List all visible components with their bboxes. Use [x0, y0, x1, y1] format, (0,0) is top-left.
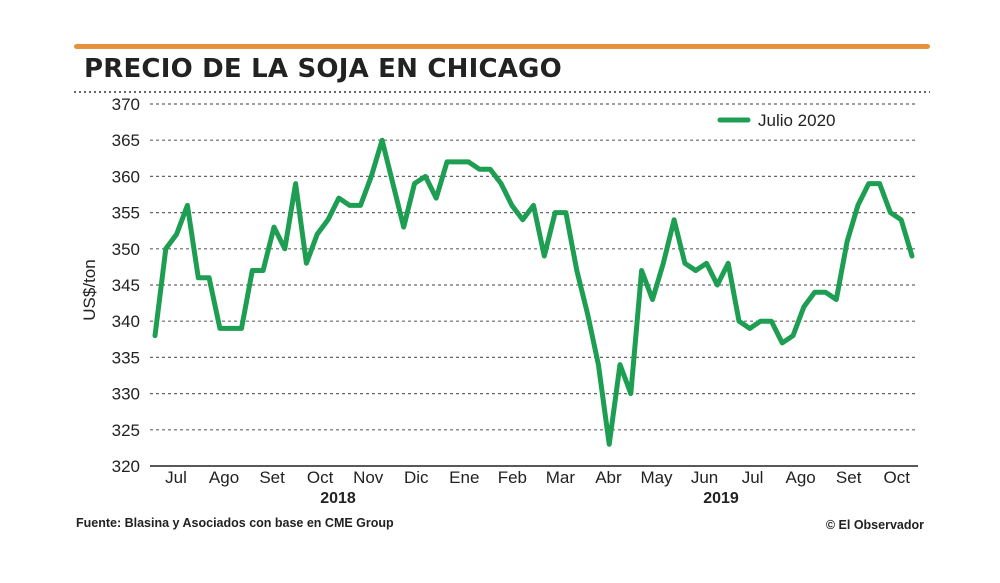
year-label: 2019	[703, 490, 739, 507]
x-tick-label: Jul	[742, 468, 764, 487]
x-tick-label: Ago	[786, 468, 816, 487]
y-tick-label: 370	[112, 95, 140, 114]
y-tick-label: 325	[112, 421, 140, 440]
x-tick-label: Nov	[353, 468, 384, 487]
x-tick-label: May	[640, 468, 673, 487]
x-tick-label: Oct	[884, 468, 911, 487]
y-tick-label: 335	[112, 348, 140, 367]
x-tick-label: Set	[836, 468, 862, 487]
y-tick-label: 360	[112, 167, 140, 186]
y-tick-label: 345	[112, 276, 140, 295]
x-tick-labels: Jul Ago Set Oct Nov Dic Ene Feb Mar Abr May Jun Jul A…	[165, 468, 910, 487]
y-tick-label: 340	[112, 312, 140, 331]
source-note: Fuente: Blasina y Asociados con base en …	[76, 516, 394, 530]
x-tick-label: Set	[259, 468, 285, 487]
x-tick-label: Jun	[691, 468, 718, 487]
y-tick-label: 350	[112, 240, 140, 259]
x-tick-label: Oct	[307, 468, 334, 487]
y-tick-label: 355	[112, 204, 140, 223]
gridlines	[150, 103, 918, 467]
y-tick-label: 365	[112, 131, 140, 150]
accent-bar	[74, 44, 930, 49]
credit-note: © El Observador	[825, 518, 924, 532]
y-tick-labels: 320 325 330 335 340 345 350 355 360 365 370	[112, 95, 140, 476]
legend-label: Julio 2020	[758, 111, 836, 130]
chart-title: PRECIO DE LA SOJA EN CHICAGO	[84, 54, 562, 84]
y-axis-label: US$/ton	[80, 259, 99, 320]
x-tick-label: Abr	[595, 468, 622, 487]
y-tick-label: 320	[112, 457, 140, 476]
x-tick-label: Ene	[449, 468, 479, 487]
y-tick-label: 330	[112, 385, 140, 404]
year-labels: 2018 2019	[320, 490, 739, 507]
x-tick-label: Mar	[546, 468, 576, 487]
x-tick-label: Jul	[165, 468, 187, 487]
series-line	[152, 137, 915, 447]
x-tick-label: Feb	[498, 468, 527, 487]
x-tick-label: Ago	[209, 468, 239, 487]
x-tick-label: Dic	[404, 468, 429, 487]
series-group	[152, 137, 915, 447]
legend: Julio 2020	[717, 111, 836, 130]
year-label: 2018	[320, 490, 356, 507]
